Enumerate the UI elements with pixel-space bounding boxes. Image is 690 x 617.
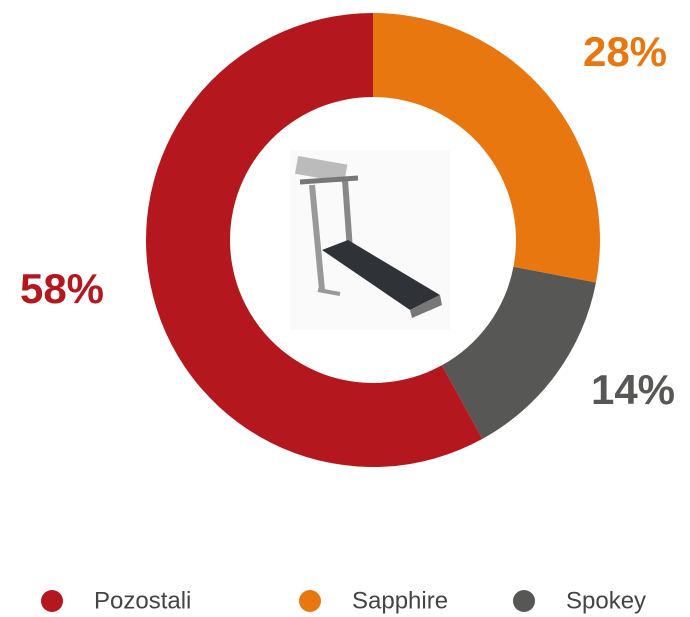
legend-marker (513, 590, 535, 612)
legend-label: Pozostali (94, 587, 191, 614)
page: {"chart_data": {"type": "donut", "catego… (0, 0, 690, 617)
legend-marker (41, 590, 63, 612)
data-label: 14% (591, 366, 675, 413)
treadmill-icon (290, 150, 450, 330)
data-label: 58% (20, 265, 104, 312)
legend-marker (299, 590, 321, 612)
chart: 58% 28% 14% Pozostali Sapphire Spokey (0, 0, 690, 617)
data-label: 28% (583, 28, 667, 75)
legend-label: Sapphire (352, 587, 448, 614)
legend-label: Spokey (566, 587, 646, 614)
